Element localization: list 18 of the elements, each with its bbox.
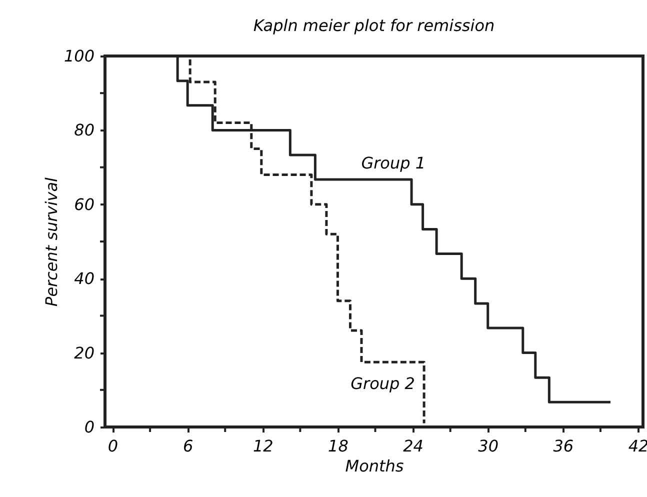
chart-title: Kapln meier plot for remission bbox=[253, 16, 495, 35]
y-tick-label: 60 bbox=[74, 194, 94, 214]
y-tick-label: 80 bbox=[74, 120, 94, 140]
x-axis-title: Months bbox=[345, 456, 404, 476]
x-tick-label: 12 bbox=[252, 436, 274, 456]
y-tick-label: 40 bbox=[74, 269, 94, 288]
x-tick-label: 36 bbox=[553, 436, 574, 456]
y-tick-label: 100 bbox=[64, 46, 94, 66]
x-tick-label: 30 bbox=[478, 436, 499, 456]
series-label: Group 2 bbox=[350, 374, 415, 394]
x-tick-label: 0 bbox=[108, 436, 118, 456]
y-axis-title: Percent survival bbox=[42, 177, 61, 306]
x-tick-label: 18 bbox=[328, 436, 348, 456]
y-tick-label: 20 bbox=[74, 343, 94, 362]
x-tick-label: 6 bbox=[182, 436, 194, 456]
y-tick-label: 0 bbox=[84, 418, 94, 436]
x-tick-label: 24 bbox=[403, 436, 424, 456]
series-label: Group 1 bbox=[361, 154, 426, 173]
